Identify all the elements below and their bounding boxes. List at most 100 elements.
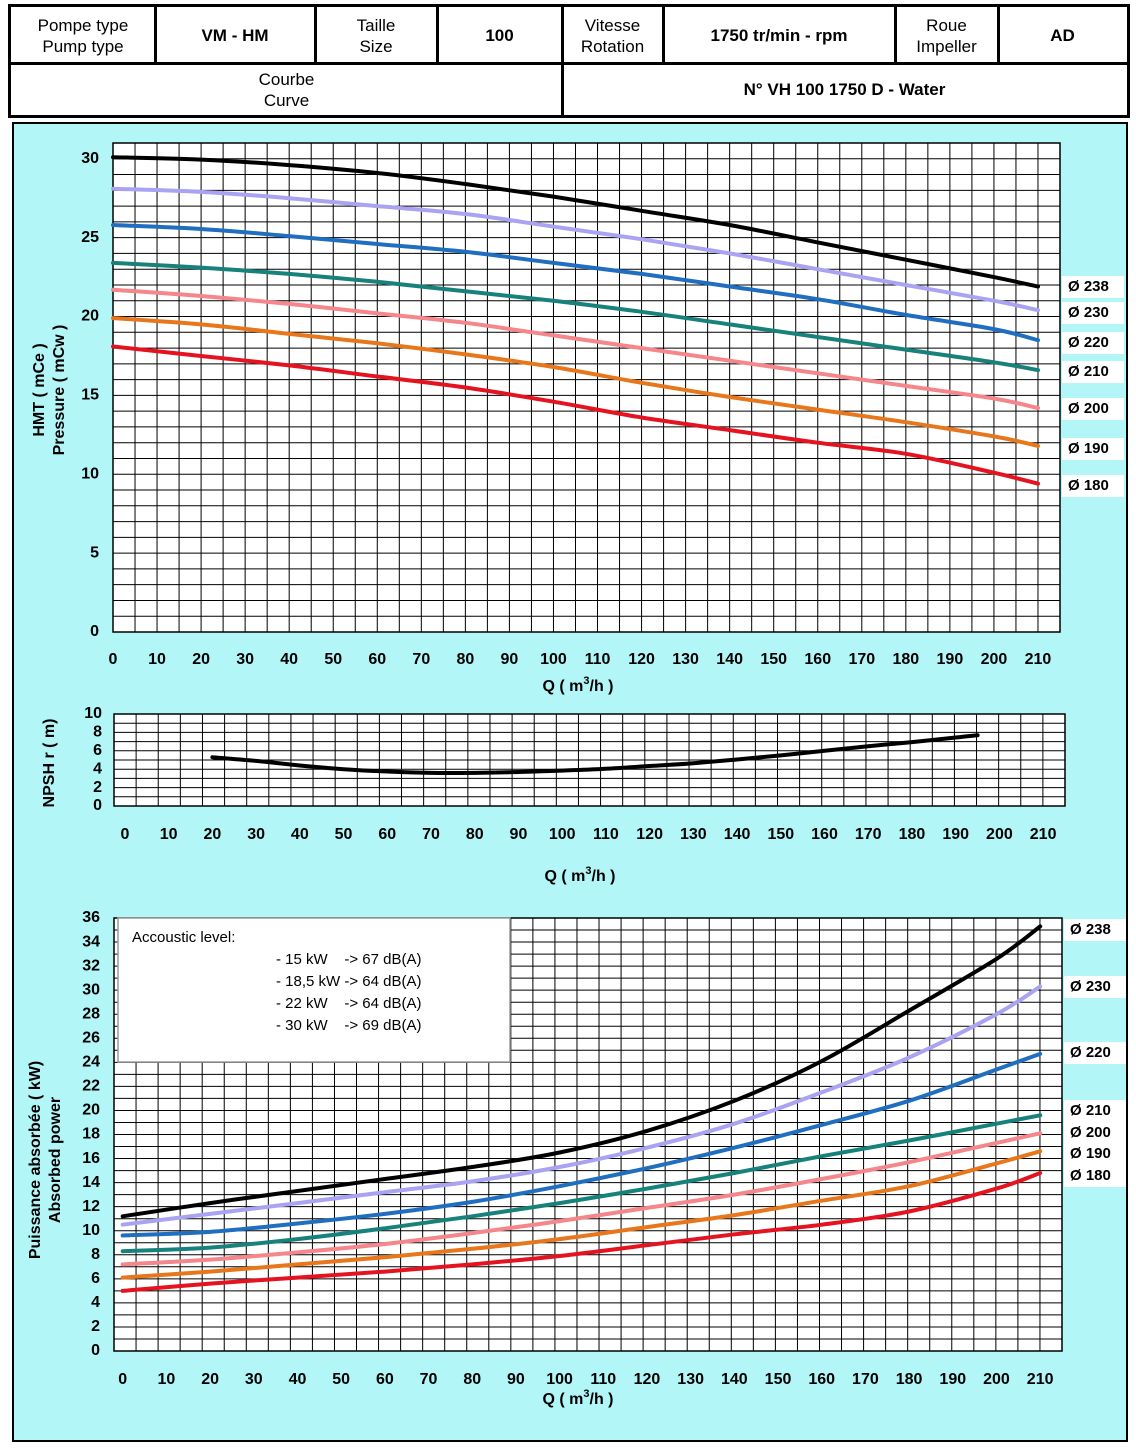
x-tick-label: 50 (332, 1371, 350, 1388)
acoustic-box: Accoustic level: - 15 kW -> 67 dB(A) - 18,… (117, 917, 511, 1063)
speed-fr: Vitesse (584, 15, 641, 35)
series-label: Ø 190 (1068, 440, 1109, 457)
series-line-d190 (111, 316, 1040, 448)
header-table: Pompe type Pump type VM - HM Taille Size 1… (8, 4, 1130, 118)
y-tick-label: 32 (82, 957, 100, 974)
x-tick-label: 70 (412, 651, 430, 668)
impeller-en: Impeller (916, 36, 977, 56)
y-tick-label: 10 (82, 1222, 100, 1239)
y-tick-label: 2 (91, 1318, 100, 1335)
x-tick-label: 120 (628, 651, 655, 668)
series-line-d200 (120, 1131, 1043, 1267)
x-tick-label: 60 (378, 826, 396, 843)
y-tick-label: 34 (82, 933, 100, 950)
y-tick-label: 12 (82, 1198, 100, 1215)
x-tick-label: 0 (109, 651, 118, 668)
series-label: Ø 230 (1070, 978, 1111, 995)
x-tick-label: 100 (540, 651, 567, 668)
y-tick-label: 0 (93, 797, 102, 814)
speed-label: Vitesse Rotation (562, 7, 663, 64)
power-chart: 0 10 20 30 40 50 60 70 80 90 100 110 120 130 140 150 160… (27, 909, 1126, 1408)
y-axis-label-fr: Puissance absorbée ( kW) (27, 1061, 44, 1259)
series-line-d230 (111, 186, 1040, 313)
y-tick-label: 0 (91, 1342, 100, 1359)
y-tick-label: 10 (81, 465, 99, 482)
series-line-d180 (120, 1171, 1043, 1293)
y-tick-label: 28 (82, 1005, 100, 1022)
series-label-bg (1062, 361, 1124, 383)
x-tick-label: 190 (942, 826, 969, 843)
header-divider (662, 7, 665, 64)
x-tick-label: 100 (546, 1371, 573, 1388)
x-tick-label: 170 (855, 826, 882, 843)
x-tick-label: 80 (466, 826, 484, 843)
x-tick-label: 130 (680, 826, 707, 843)
x-tick-label: 200 (981, 651, 1008, 668)
x-tick-label: 130 (677, 1371, 704, 1388)
head-chart: 0 10 20 30 40 50 60 70 80 90 100 110 120 130 140 150 160… (31, 142, 1124, 695)
plot-border (113, 713, 1066, 807)
series-line-d238 (111, 155, 1040, 289)
y-tick-label: 10 (84, 705, 102, 722)
y-tick-label: 20 (81, 308, 99, 325)
x-tick-label: 60 (376, 1371, 394, 1388)
x-tick-label: 90 (510, 826, 528, 843)
x-tick-label: 150 (767, 826, 794, 843)
speed-value: 1750 tr/min - rpm (710, 26, 848, 45)
acoustic-title: Accoustic level: (132, 929, 235, 946)
plot-border (112, 142, 1061, 633)
x-tick-label: 180 (899, 826, 926, 843)
grid-lines (113, 713, 1066, 807)
x-axis-label: Q ( m3/h ) (542, 675, 613, 695)
series-line-d238 (210, 733, 980, 776)
impeller-value: AD (1050, 26, 1075, 45)
x-tick-label: 210 (1025, 651, 1052, 668)
size-en: Size (359, 36, 393, 56)
size-label: Taille Size (315, 7, 437, 64)
x-tick-label: 10 (148, 651, 166, 668)
y-tick-label: 2 (93, 779, 102, 796)
y-tick-label: 4 (93, 760, 102, 777)
y-tick-label: 25 (81, 229, 99, 246)
x-tick-label: 200 (983, 1371, 1010, 1388)
x-tick-label: 130 (672, 651, 699, 668)
size-value: 100 (485, 26, 514, 45)
series-label-bg (1064, 1042, 1126, 1064)
acoustic-line: - 15 kW -> 67 dB(A) (276, 951, 421, 968)
series-label: Ø 180 (1070, 1167, 1111, 1184)
series-label: Ø 220 (1070, 1044, 1111, 1061)
series-label: Ø 210 (1068, 363, 1109, 380)
y-axis-label: NPSH r ( m) (41, 719, 58, 808)
series-label: Ø 200 (1068, 400, 1109, 417)
y-tick-label: 6 (93, 742, 102, 759)
x-tick-label: 70 (422, 826, 440, 843)
series-label-bg (1064, 919, 1126, 941)
y-tick-label: 26 (82, 1029, 100, 1046)
pump-type-value: VM - HM (201, 26, 269, 45)
y-tick-label: 16 (82, 1150, 100, 1167)
y-tick-label: 20 (82, 1102, 100, 1119)
series-label-bg (1062, 302, 1124, 324)
x-tick-label: 160 (811, 826, 838, 843)
series-line-d180 (111, 344, 1040, 486)
plot-border (113, 917, 1063, 1352)
series-label: Ø 238 (1068, 278, 1109, 295)
curve-label: Courbe Curve (11, 64, 562, 115)
curve-en: Curve (263, 90, 310, 110)
x-tick-label: 60 (368, 651, 386, 668)
speed-en: Rotation (580, 36, 645, 56)
x-tick-label: 40 (280, 651, 298, 668)
x-tick-label: 10 (160, 826, 178, 843)
x-tick-label: 90 (507, 1371, 525, 1388)
y-tick-label: 36 (82, 909, 100, 926)
y-tick-label: 8 (91, 1246, 100, 1263)
impeller-fr: Roue (926, 15, 967, 35)
x-tick-label: 150 (760, 651, 787, 668)
series-label: Ø 200 (1070, 1124, 1111, 1141)
series-label: Ø 180 (1068, 477, 1109, 494)
header-divider (997, 7, 1000, 64)
y-tick-label: 0 (90, 623, 99, 640)
pump-type-en: Pump type (42, 36, 124, 56)
x-tick-label: 200 (986, 826, 1013, 843)
